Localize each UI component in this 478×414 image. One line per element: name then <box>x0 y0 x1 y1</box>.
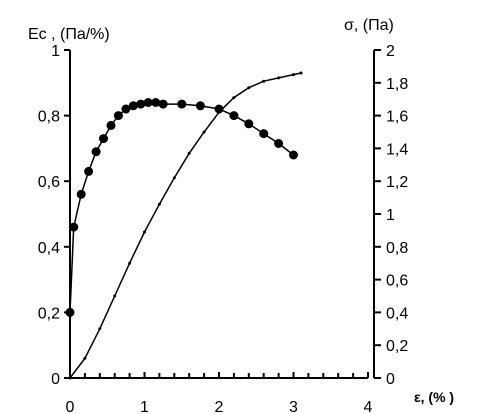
series-2-point <box>247 86 251 90</box>
y-left-tick-label: 0,6 <box>38 174 60 191</box>
y-left-tick-label: 0,8 <box>38 109 60 126</box>
series-1-point <box>158 99 168 109</box>
series-1-point <box>65 307 75 317</box>
y-right-tick-label: 1,4 <box>386 141 408 158</box>
series-2-point <box>172 176 176 180</box>
series-1-point <box>113 111 123 121</box>
series-2-point <box>217 110 221 114</box>
series-1-point <box>259 129 269 139</box>
y-right-tick-label: 0 <box>386 371 395 388</box>
series-2-point <box>277 76 281 80</box>
y-right-tick-label: 1,6 <box>386 109 408 126</box>
left-axis-title: Ec , (Па/%) <box>28 26 110 43</box>
y-left-ticks: 0 0,2 0,4 0,6 0,8 1 <box>38 43 70 388</box>
series-1-point <box>91 147 101 157</box>
series-1-point <box>195 101 205 111</box>
series-2-point <box>157 202 161 206</box>
series-1-point <box>84 166 94 176</box>
x-tick-label: 0 <box>66 399 75 414</box>
series-1-point <box>76 189 86 199</box>
x-tick-label: 3 <box>289 399 298 414</box>
series-2-point <box>83 356 87 360</box>
series-1-point <box>106 120 116 130</box>
series-2-point <box>187 151 191 155</box>
series-2-point <box>299 71 303 75</box>
series-1-point <box>99 134 108 144</box>
series-2-point <box>143 230 146 234</box>
series-1-point <box>289 150 298 160</box>
series-1-point <box>177 99 187 109</box>
series-1-point <box>143 98 153 107</box>
series-2-point <box>262 79 266 83</box>
series-1-point <box>274 139 284 148</box>
y-left-tick-label: 0,2 <box>38 305 60 322</box>
y-right-tick-label: 1 <box>386 207 395 224</box>
y-right-tick-label: 2 <box>386 43 395 60</box>
x-tick-label: 4 <box>364 399 373 414</box>
x-tick-label: 2 <box>215 399 224 414</box>
series-1-point <box>136 99 146 109</box>
y-right-tick-label: 1,8 <box>386 76 408 93</box>
x-tick-label: 1 <box>140 399 149 414</box>
series-1-point <box>151 98 161 107</box>
y-right-tick-label: 1,2 <box>386 174 408 191</box>
y-left-tick-label: 0,4 <box>38 240 60 257</box>
series-2-point <box>68 376 72 380</box>
series-layer <box>65 71 303 380</box>
series-1-point <box>121 104 131 114</box>
series-2-point <box>113 294 117 298</box>
y-left-tick-label: 0 <box>51 371 60 388</box>
y-right-ticks: 0 0,2 0,4 0,6 0,8 1 1,2 1,4 1,6 1,8 2 <box>374 43 408 388</box>
series-1-point <box>214 104 224 114</box>
y-left-tick-label: 1 <box>51 43 60 60</box>
x-ticks: 0 1 2 3 4 <box>66 372 373 414</box>
y-right-tick-label: 0,2 <box>386 338 408 355</box>
y-right-tick-label: 0,4 <box>386 305 408 322</box>
series-1-point <box>229 111 239 121</box>
series-2-point <box>202 130 206 134</box>
series-2-point <box>232 96 236 100</box>
series-2-point <box>128 261 132 265</box>
series-2-point <box>98 327 102 331</box>
series-1-point <box>244 119 254 129</box>
series-1-point <box>69 222 79 232</box>
x-axis-title: ε, (% ) <box>414 389 454 405</box>
series-2-point <box>292 73 295 77</box>
series-line-2 <box>69 72 302 379</box>
series-1-point <box>128 101 138 111</box>
y-right-tick-label: 0,6 <box>386 273 408 290</box>
y-right-tick-label: 0,8 <box>386 240 408 257</box>
right-axis-title: σ, (Па) <box>344 17 394 34</box>
